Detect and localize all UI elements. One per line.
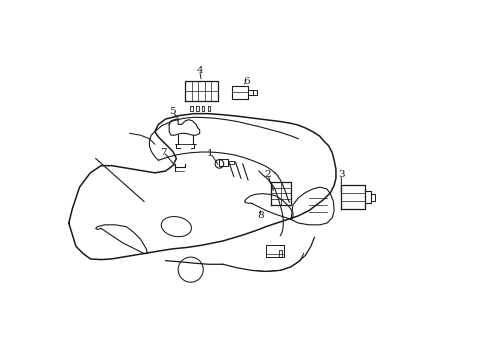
Text: 5: 5 bbox=[169, 107, 176, 116]
Text: 2: 2 bbox=[264, 170, 270, 179]
Text: 6: 6 bbox=[243, 77, 249, 86]
Text: 8: 8 bbox=[257, 211, 264, 220]
Text: 7: 7 bbox=[160, 148, 167, 157]
Text: 3: 3 bbox=[337, 170, 344, 179]
Text: 4: 4 bbox=[196, 66, 203, 75]
Text: 1: 1 bbox=[207, 149, 213, 158]
